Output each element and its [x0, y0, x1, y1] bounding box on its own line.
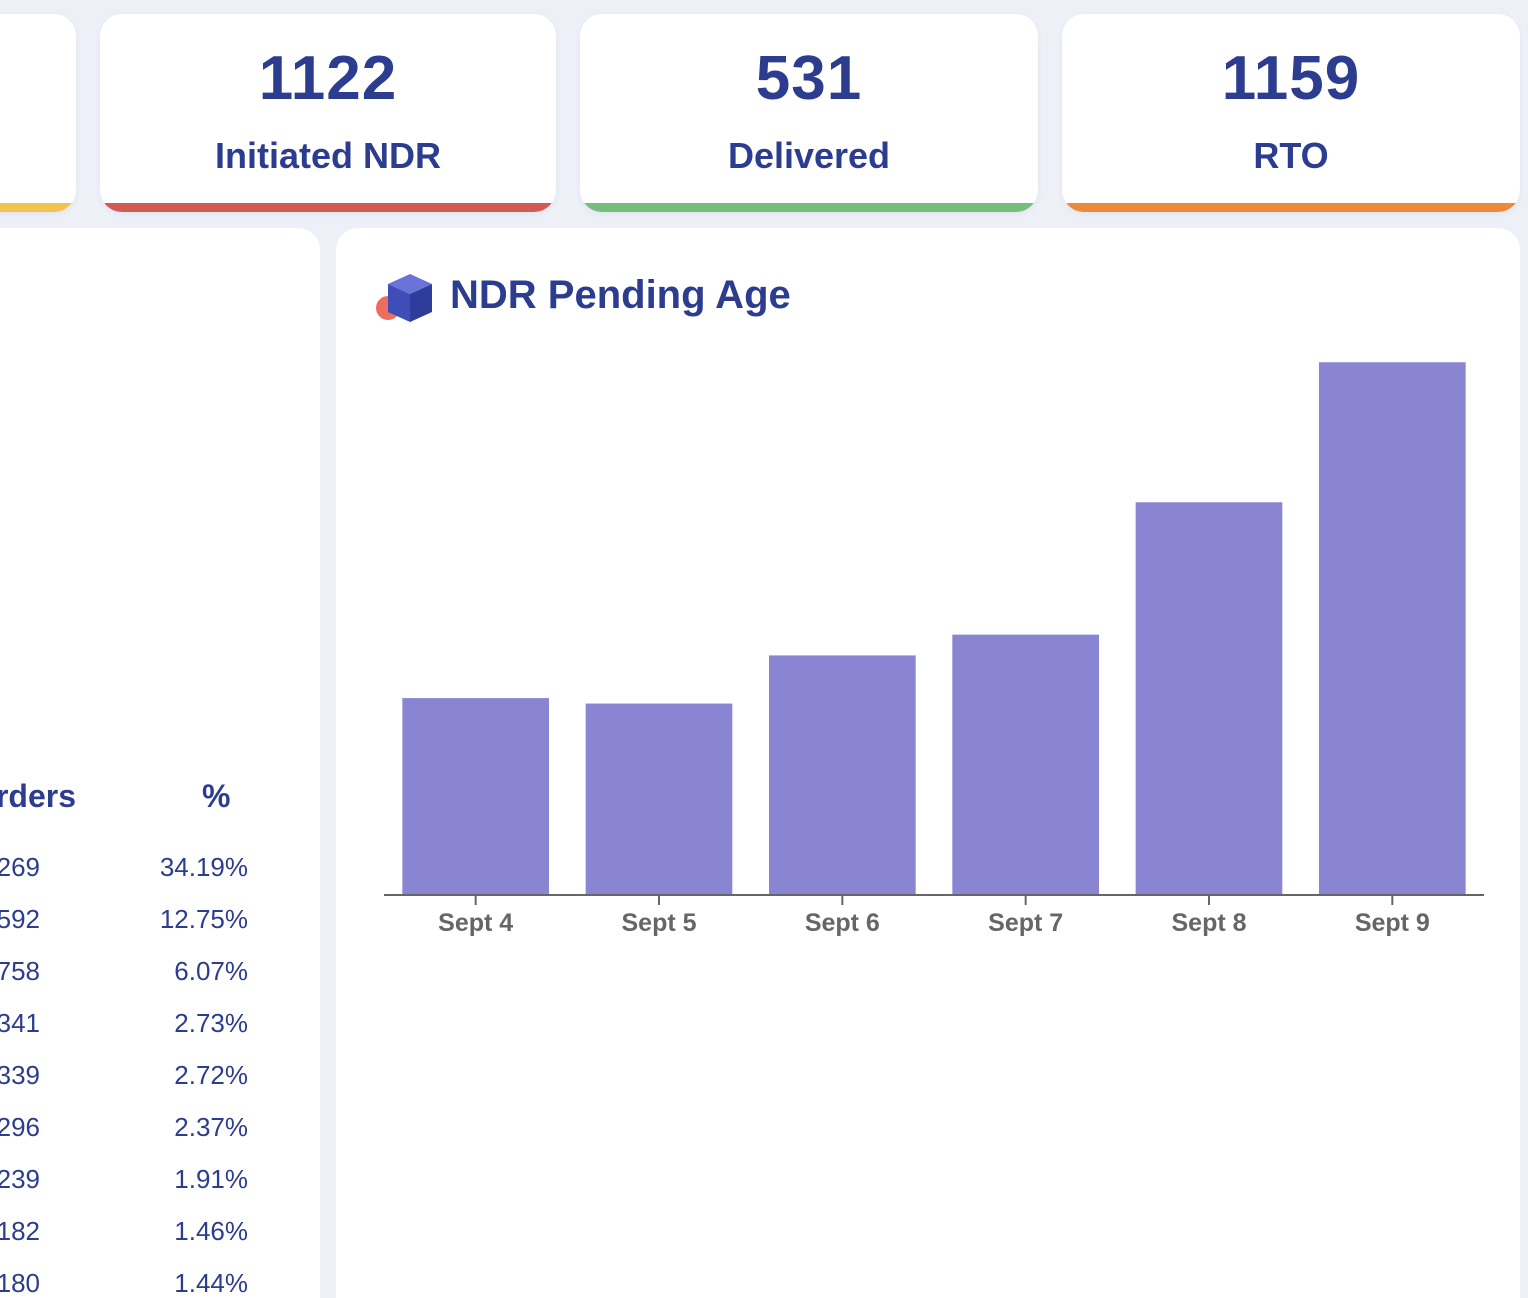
orders-cell: 758 — [0, 956, 40, 986]
percent-cell: 6.07% — [174, 956, 248, 986]
stat-card-initiated-ndr[interactable]: 1122 Initiated NDR — [100, 14, 556, 212]
bar[interactable] — [1319, 362, 1466, 895]
percent-cell: 1.46% — [174, 1216, 248, 1246]
orders-cell: 296 — [0, 1112, 40, 1142]
x-tick-label: Sept 4 — [438, 909, 513, 937]
x-tick-label: Sept 8 — [1171, 909, 1246, 937]
stat-value: 1122 — [258, 44, 398, 113]
table-row[interactable]: 758 6.07% — [0, 952, 320, 1004]
x-tick-label: Sept 6 — [805, 909, 880, 937]
percent-cell: 12.75% — [159, 904, 248, 934]
table-row[interactable]: 296 2.37% — [0, 1108, 320, 1160]
x-tick-label: Sept 5 — [621, 909, 696, 937]
orders-cell: 4269 — [0, 852, 40, 882]
table-row[interactable]: 1592 12.75% — [0, 900, 320, 952]
ndr-pending-age-panel: NDR Pending Age Sept 4 Sept 5 Sept 6 Sept 7… — [336, 228, 1520, 1298]
bar[interactable] — [769, 655, 916, 895]
table-row[interactable]: 180 1.44% — [0, 1264, 320, 1298]
stat-value: 531 — [755, 44, 863, 113]
table-row[interactable]: 339 2.72% — [0, 1056, 320, 1108]
percent-column-header[interactable]: % — [202, 778, 231, 814]
bar-chart: Sept 4 Sept 5 Sept 6 Sept 7 Sept 8 Sept 9 — [384, 362, 1484, 937]
bar[interactable] — [1135, 502, 1283, 895]
stat-label: Delivered — [727, 135, 891, 176]
orders-table-panel: rders % 4269 34.19% 1592 12.75% 758 6.07… — [0, 228, 320, 1298]
percent-cell: 2.37% — [174, 1112, 248, 1142]
orders-cell: 339 — [0, 1060, 40, 1090]
bar[interactable] — [952, 634, 1099, 895]
stat-label: RTO — [1253, 135, 1329, 176]
table-row[interactable]: 4269 34.19% — [0, 848, 320, 900]
percent-cell: 1.44% — [174, 1268, 248, 1298]
box-icon — [376, 274, 432, 322]
percent-cell: 2.73% — [174, 1008, 248, 1038]
table-row[interactable]: 341 2.73% — [0, 1004, 320, 1056]
table-row[interactable]: 182 1.46% — [0, 1212, 320, 1264]
x-tick-label: Sept 7 — [988, 909, 1063, 937]
percent-cell: 2.72% — [174, 1060, 248, 1090]
table-body: 4269 34.19% 1592 12.75% 758 6.07% 341 2.… — [0, 848, 320, 1298]
orders-cell: 182 — [0, 1216, 40, 1246]
orders-column-header[interactable]: rders — [0, 778, 76, 814]
percent-cell: 34.19% — [159, 852, 248, 882]
table-row[interactable]: 239 1.91% — [0, 1160, 320, 1212]
table-header: rders % — [0, 778, 320, 818]
stat-card-partial[interactable] — [0, 14, 76, 212]
bar[interactable] — [585, 703, 733, 895]
x-tick-label: Sept 9 — [1355, 909, 1430, 937]
stat-card-delivered[interactable]: 531 Delivered — [580, 14, 1038, 212]
orders-cell: 239 — [0, 1164, 40, 1194]
stat-value: 1159 — [1221, 44, 1361, 113]
stat-card-rto[interactable]: 1159 RTO — [1062, 14, 1520, 212]
orders-cell: 180 — [0, 1268, 40, 1298]
orders-cell: 1592 — [0, 904, 40, 934]
percent-cell: 1.91% — [174, 1164, 248, 1194]
stat-label: Initiated NDR — [214, 135, 441, 176]
bar[interactable] — [402, 698, 549, 895]
chart-title: NDR Pending Age — [450, 273, 791, 317]
bars-group — [402, 362, 1466, 895]
orders-cell: 341 — [0, 1008, 40, 1038]
x-axis-ticks: Sept 4 Sept 5 Sept 6 Sept 7 Sept 8 Sept 9 — [438, 895, 1430, 937]
